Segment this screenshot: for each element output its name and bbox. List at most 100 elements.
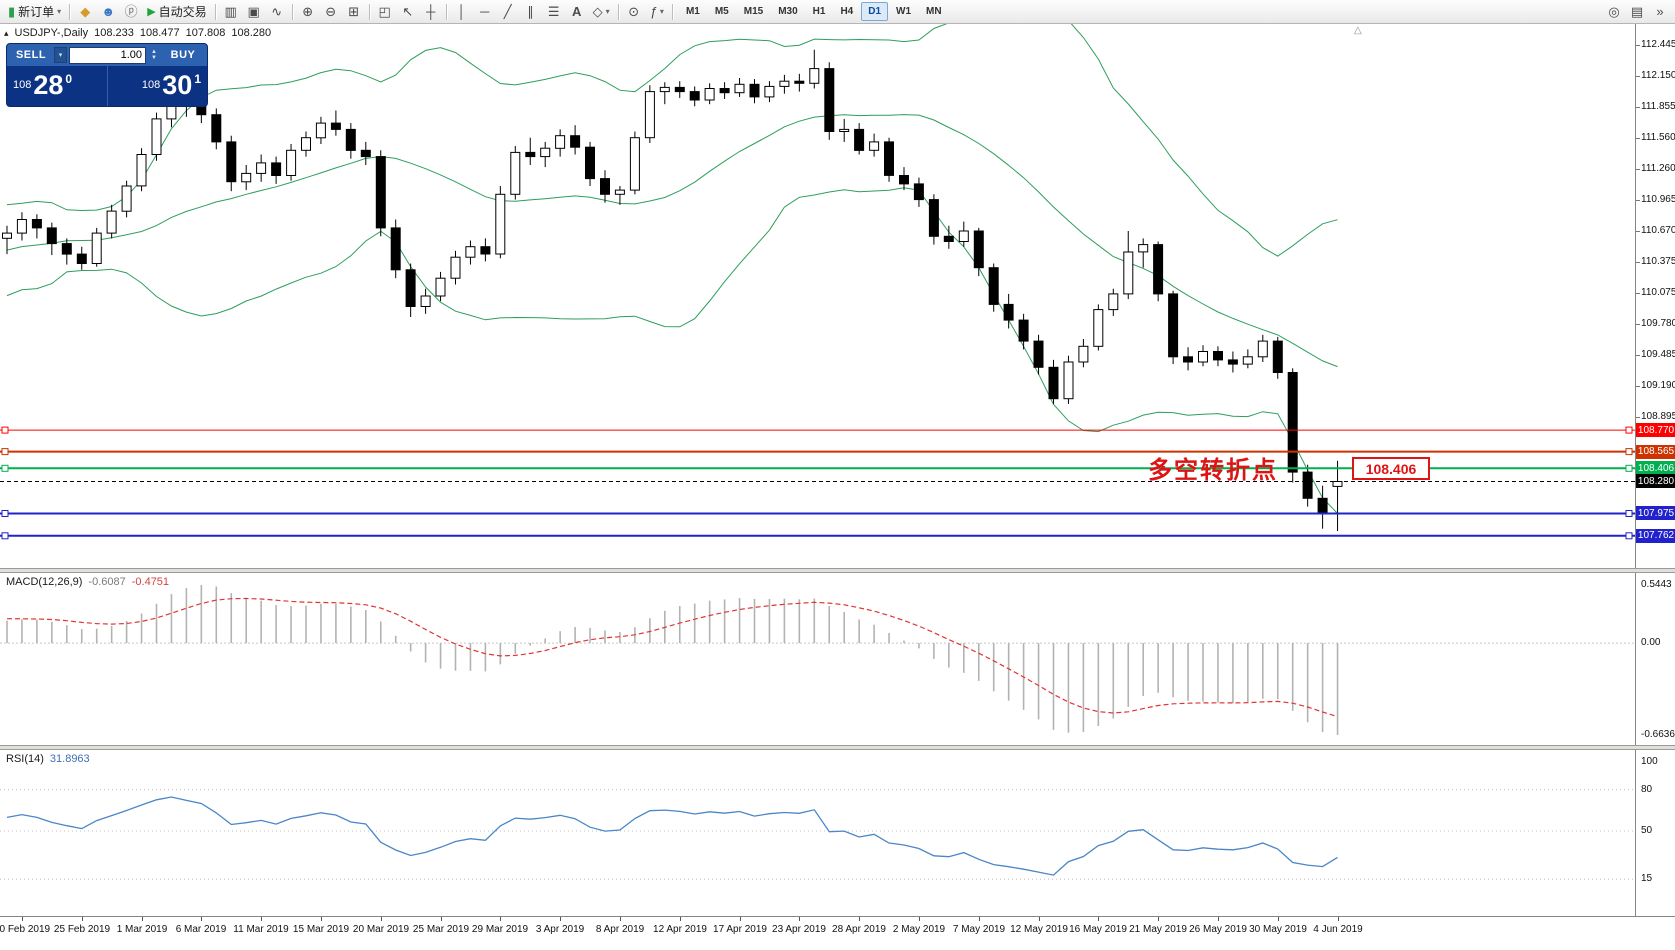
line-handle[interactable] [1, 510, 9, 517]
line-handle[interactable] [1, 464, 9, 472]
rsi-chart-canvas[interactable] [0, 750, 1635, 916]
line-handle[interactable] [1625, 532, 1633, 540]
one-click-toggle-icon[interactable]: ▴ [4, 27, 9, 38]
date-label: 28 Apr 2019 [832, 924, 886, 935]
auto-trading-button[interactable]: ▶ 自动交易 [143, 2, 210, 22]
toolbar-overflow-button[interactable]: » [1649, 2, 1671, 22]
horizontal-line-button[interactable]: ─ [474, 2, 496, 22]
buy-button[interactable]: BUY [170, 49, 196, 61]
date-label: 21 May 2019 [1129, 924, 1187, 935]
chart-shift-marker[interactable]: △ [1354, 25, 1362, 36]
scripts-button[interactable]: ⓟ [120, 2, 142, 22]
line-chart-button[interactable]: ∿ [266, 2, 288, 22]
candle-body [555, 135, 566, 149]
candle-body [330, 122, 341, 130]
volume-stepper-up-icon[interactable]: ▲ [151, 48, 157, 55]
timeframe-button-h1[interactable]: H1 [812, 6, 826, 17]
fibonacci-button[interactable]: ☰ [543, 2, 565, 22]
vertical-line-button[interactable]: │ [451, 2, 473, 22]
line-handle[interactable] [1625, 426, 1633, 434]
date-label: 12 Apr 2019 [653, 924, 707, 935]
trendline-button[interactable]: ╱ [497, 2, 519, 22]
trade-panel-top-row: SELL ▾ 1.00 ▲ ▼ BUY [7, 44, 207, 66]
candle-body [899, 175, 909, 185]
pane-splitter[interactable] [0, 568, 1675, 573]
crosshair-icon: ┼ [426, 3, 436, 19]
volume-stepper-down-icon[interactable]: ▼ [151, 54, 157, 61]
zoom-out-button[interactable]: ⊖ [320, 2, 342, 22]
expert-advisors-button[interactable]: ◆ [74, 2, 96, 22]
timeframe-button-w1[interactable]: W1 [896, 6, 912, 17]
sell-price[interactable]: 108 28 0 [7, 66, 107, 106]
rsi-line [6, 796, 1338, 876]
cursor-button[interactable]: ↖ [397, 2, 419, 22]
date-label: 8 Apr 2019 [595, 924, 645, 935]
macd-chart-canvas[interactable] [0, 573, 1635, 745]
crosshair-button[interactable]: ┼ [420, 2, 442, 22]
indicators-button[interactable]: ƒ ▾ [646, 2, 668, 22]
timeframe-button-m1[interactable]: M1 [685, 6, 700, 17]
sell-button[interactable]: SELL [15, 49, 47, 61]
rsi-label: RSI(14) 31.8963 [6, 753, 90, 765]
candlestick-chart-button[interactable]: ▣ [243, 2, 265, 22]
shapes-button[interactable]: ◇ ▾ [589, 2, 614, 22]
text-label-button[interactable]: A [566, 2, 588, 22]
volume-input[interactable]: 1.00 [69, 46, 146, 64]
candle-body [286, 149, 297, 177]
volume-stepper[interactable]: ▲ ▼ [148, 47, 160, 64]
candle-body [525, 151, 536, 158]
candle-body [973, 230, 984, 269]
buy-price-sup: 1 [194, 72, 201, 86]
timeframe-button-m5[interactable]: M5 [714, 6, 729, 17]
timeframe-button-m30[interactable]: M30 [778, 6, 798, 17]
candle-body [1108, 293, 1119, 311]
date-label: 23 Apr 2019 [772, 924, 826, 935]
chevron-down-icon: ▾ [605, 7, 610, 16]
profiles-button[interactable]: ☻ [97, 2, 119, 22]
line-handle[interactable] [1625, 510, 1633, 517]
line-handle[interactable] [1, 532, 9, 540]
candle-body [495, 193, 506, 255]
price-callout-label[interactable]: 108.406 [1352, 457, 1430, 480]
line-handle[interactable] [1, 426, 9, 434]
price-marker-108.770: 108.770 [1636, 423, 1675, 438]
buy-price[interactable]: 108 30 1 [108, 66, 208, 106]
timeframe-button-h4[interactable]: H4 [840, 6, 854, 17]
tile-windows-button[interactable]: ⊞ [343, 2, 365, 22]
layouts-button[interactable]: ▤ [1626, 2, 1648, 22]
candle-body [1003, 303, 1014, 321]
axis-tick [1636, 76, 1640, 77]
cascade-windows-button[interactable]: ◰ [374, 2, 396, 22]
candle-body [121, 185, 132, 212]
candle-body [480, 246, 491, 255]
horizontal-lines[interactable] [0, 426, 1635, 540]
timeframe-button-mn[interactable]: MN [926, 6, 942, 17]
price-scale-axis[interactable]: 112.445 112.150 111.855 111.560 111.260 110.9… [1635, 24, 1675, 916]
zoom-in-icon: ⊕ [302, 3, 314, 19]
sell-options-caret[interactable]: ▾ [54, 47, 67, 63]
date-label: 16 May 2019 [1069, 924, 1127, 935]
search-button[interactable]: ◎ [1603, 2, 1625, 22]
timeframe-button-m15[interactable]: M15 [743, 6, 764, 17]
zoom-in-button[interactable]: ⊕ [297, 2, 319, 22]
new-order-button[interactable]: ▮ 新订单 ▾ [4, 2, 65, 22]
date-tick [1218, 917, 1219, 921]
pane-splitter[interactable] [0, 745, 1675, 750]
auto-trading-label: 自动交易 [158, 5, 207, 19]
candle-body [913, 183, 924, 201]
candle-body [734, 83, 745, 94]
date-tick [261, 917, 262, 921]
line-handle[interactable] [1, 448, 9, 456]
bar-chart-button[interactable]: ▥ [220, 2, 242, 22]
line-handle[interactable] [1625, 448, 1633, 456]
sell-price-big: 28 [33, 70, 64, 100]
price-chart-canvas[interactable] [0, 24, 1635, 568]
date-label: 11 Mar 2019 [233, 924, 289, 935]
channel-button[interactable]: ∥ [520, 2, 542, 22]
periods-button[interactable]: ⊙ [623, 2, 645, 22]
candle-body [674, 86, 685, 93]
timeframe-button-d1[interactable]: D1 [861, 2, 889, 21]
candle-body [465, 246, 476, 258]
line-handle[interactable] [1625, 464, 1633, 472]
